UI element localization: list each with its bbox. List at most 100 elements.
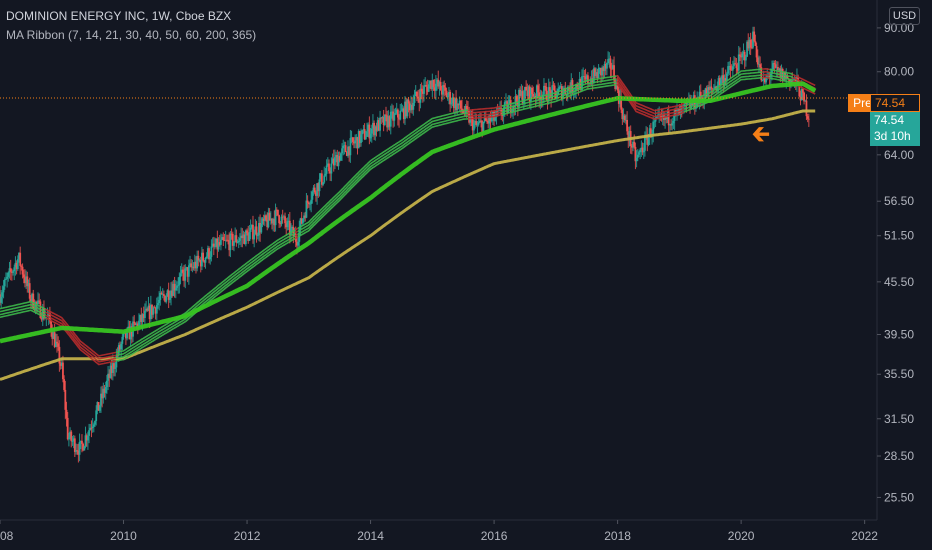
candle-body — [145, 308, 147, 311]
candle-body — [628, 131, 631, 139]
candle-body — [598, 67, 601, 69]
candle-body — [182, 269, 184, 273]
candle-body — [65, 409, 68, 418]
ma-200-line — [0, 81, 817, 344]
candle-body — [748, 39, 751, 49]
candle-body — [305, 200, 308, 218]
candle-body — [462, 110, 465, 113]
candle-body — [386, 115, 389, 128]
candle-body — [281, 216, 284, 218]
candle-body — [484, 116, 487, 121]
candle-body — [785, 75, 788, 80]
candle-body — [635, 157, 638, 162]
candle-body — [423, 86, 425, 94]
candle-body — [120, 343, 123, 350]
ma-fast-line — [0, 306, 47, 316]
candle-body — [193, 261, 196, 269]
candle-body — [356, 137, 359, 149]
candle-body — [394, 113, 397, 114]
candle-body — [316, 183, 319, 196]
candle-body — [345, 151, 348, 156]
candle-body — [351, 137, 354, 142]
candle-body — [268, 212, 271, 221]
candle-body — [70, 431, 73, 442]
candle-body — [644, 135, 646, 151]
candle-body — [401, 108, 404, 111]
candle-body — [348, 146, 351, 156]
candle-body — [330, 163, 333, 174]
candle-body — [590, 78, 593, 85]
candle-body — [515, 96, 518, 102]
ma-fast-line — [297, 112, 469, 233]
candle-body — [705, 88, 708, 97]
candle-body — [72, 438, 75, 442]
candle-body — [172, 283, 175, 296]
candle-body — [76, 450, 79, 451]
candle-body — [455, 98, 457, 110]
candle-body — [275, 209, 278, 211]
candle-body — [383, 114, 386, 125]
candle-body — [253, 234, 256, 240]
candle-body — [481, 121, 484, 133]
candle-body — [135, 323, 138, 325]
candle-body — [729, 66, 732, 70]
candle-body — [344, 145, 347, 152]
candle-body — [7, 272, 10, 277]
candle-body — [184, 268, 187, 281]
candle-body — [370, 128, 373, 134]
candle-body — [459, 100, 462, 109]
candle-body — [506, 101, 509, 113]
indicator-legend[interactable]: MA Ribbon (7, 14, 21, 30, 40, 50, 60, 20… — [6, 28, 257, 42]
candle-body — [427, 84, 430, 92]
candle-body — [621, 109, 624, 120]
candle-body — [269, 218, 272, 221]
candle-body — [139, 314, 142, 321]
ma-fast-line — [45, 314, 117, 363]
candle-body — [667, 111, 670, 126]
ma-fast-line — [294, 236, 299, 240]
candle-body — [528, 86, 531, 102]
candle-body — [419, 88, 422, 103]
candle-body — [761, 80, 764, 81]
candle-body — [482, 121, 485, 133]
candle-body — [774, 64, 777, 68]
candle-body — [183, 272, 185, 281]
candle-body — [121, 336, 124, 344]
candle-body — [157, 303, 159, 306]
ma-fast-line — [762, 67, 770, 71]
candle-body — [432, 80, 435, 88]
candle-body — [328, 163, 330, 172]
time-axis[interactable]: 20082010201220142016201820202022202 — [0, 520, 932, 543]
candle-body — [747, 41, 750, 49]
candle-body — [733, 63, 735, 67]
candle-body — [426, 86, 429, 92]
candle-body — [354, 140, 357, 144]
candle-body — [260, 223, 263, 233]
candle-body — [14, 262, 17, 268]
candle-body — [223, 240, 226, 242]
currency-button[interactable]: USD — [889, 7, 920, 25]
candle-body — [357, 131, 360, 149]
candle-body — [367, 124, 370, 132]
candle-body — [3, 279, 6, 287]
candle-body — [584, 76, 587, 80]
candle-body — [530, 87, 532, 102]
candle-body — [122, 332, 125, 337]
candle-body — [134, 323, 137, 325]
candle-body — [307, 202, 310, 205]
candle-body — [263, 215, 266, 221]
ma-fast-line — [683, 74, 763, 111]
candle-body — [434, 83, 437, 91]
candle-body — [708, 87, 710, 90]
candle-body — [388, 116, 391, 127]
pre-market-label: Pre — [848, 94, 877, 112]
candle-body — [10, 271, 13, 273]
candle-body — [164, 295, 166, 302]
candle-body — [476, 124, 479, 126]
candle-body — [490, 117, 493, 122]
candle-body — [149, 304, 152, 320]
candle-body — [711, 88, 714, 90]
symbol-title[interactable]: DOMINION ENERGY INC, 1W, Cboe BZX — [6, 9, 232, 23]
